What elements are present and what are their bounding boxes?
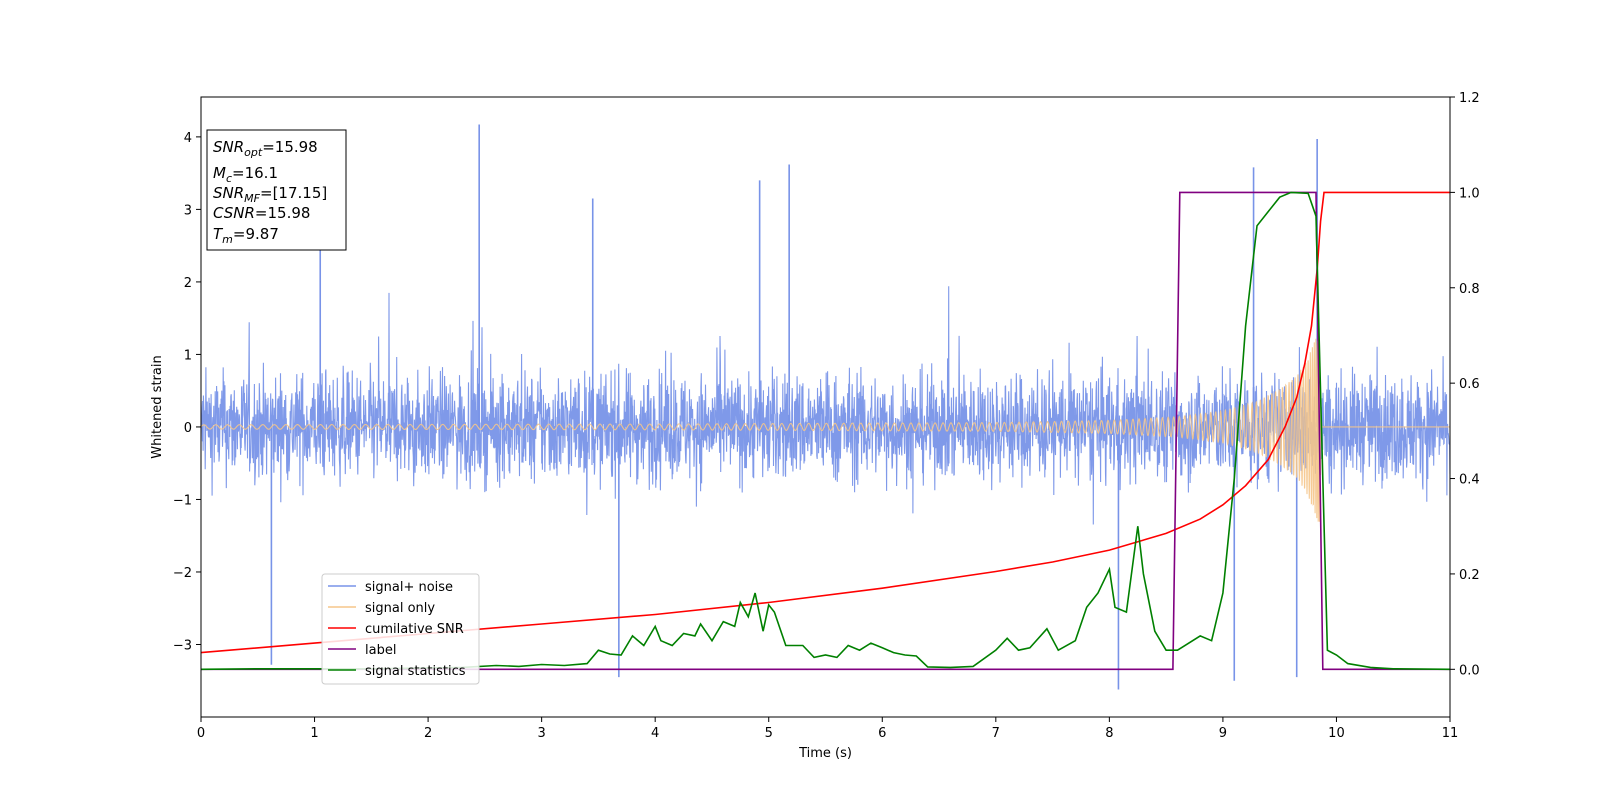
annotation-merger-time: Tm=9.87: [213, 225, 279, 246]
x-tick-label: 11: [1442, 726, 1459, 741]
x-tick-label: 10: [1328, 726, 1345, 741]
x-tick-label: 1: [310, 726, 318, 741]
series-signal-noise-line: [201, 286, 1450, 525]
legend-item-label: label: [328, 643, 396, 658]
y-tick-label: 1: [184, 348, 192, 363]
annotation-snr-mf: SNRMF=[17.15]: [213, 184, 327, 205]
y-tick-label: 4: [184, 131, 192, 146]
series-cumulative-snr-line: [201, 191, 1450, 654]
x-tick-label: 4: [651, 726, 659, 741]
y-right-tick-label: 0.6: [1459, 377, 1480, 392]
annotation-snr-opt: SNRopt=15.98: [213, 138, 318, 159]
legend-item-signal-statistics: signal statistics: [328, 664, 466, 679]
y-axis-label: Whitened strain: [150, 355, 165, 458]
x-tick-label: 9: [1219, 726, 1227, 741]
y-right-tick-label: 0.8: [1459, 282, 1480, 297]
y-tick-label: 0: [184, 421, 192, 436]
x-tick-label: 5: [765, 726, 773, 741]
legend-item-cumulative-snr: cumilative SNR: [328, 622, 464, 637]
svg-text:cumilative SNR: cumilative SNR: [365, 622, 464, 637]
x-tick-label: 3: [537, 726, 545, 741]
svg-text:signal+ noise: signal+ noise: [365, 580, 453, 595]
series-signal-only-line: [201, 330, 1450, 522]
x-tick-label: 8: [1105, 726, 1113, 741]
plot-frame: [200, 96, 1451, 718]
y-tick-label: 2: [184, 276, 192, 291]
x-tick-label: 7: [992, 726, 1000, 741]
y-right-tick-label: 0.0: [1459, 663, 1480, 678]
y-right-tick-label: 0.2: [1459, 568, 1480, 583]
series-signal-statistics-line: [201, 191, 1450, 671]
legend: signal+ noise signal only cumilative SNR…: [321, 573, 480, 685]
svg-text:signal statistics: signal statistics: [365, 664, 466, 679]
annotation-csnr: CSNR=15.98: [213, 204, 310, 222]
svg-text:label: label: [365, 643, 396, 658]
y-right-tick-label: 0.4: [1459, 473, 1480, 488]
annotation-box: SNRopt=15.98 Mc=16.1 SNRMF=[17.15] CSNR=…: [206, 129, 347, 251]
series-label-line: [201, 191, 1450, 671]
annotation-chirp-mass: Mc=16.1: [213, 164, 278, 185]
svg-text:signal only: signal only: [365, 601, 435, 616]
y-tick-label: −2: [173, 566, 192, 581]
legend-item-signal-noise: signal+ noise: [328, 580, 453, 595]
x-axis-label: Time (s): [798, 746, 852, 761]
y-tick-label: −3: [173, 638, 192, 653]
legend-item-signal-only: signal only: [328, 601, 435, 616]
x-tick-label: 2: [424, 726, 432, 741]
x-tick-label: 6: [878, 726, 886, 741]
y-right-tick-label: 1.0: [1459, 186, 1480, 201]
y-tick-label: −1: [173, 493, 192, 508]
y-right-tick-label: 1.2: [1459, 91, 1480, 106]
y-tick-label: 3: [184, 203, 192, 218]
x-tick-label: 0: [197, 726, 205, 741]
